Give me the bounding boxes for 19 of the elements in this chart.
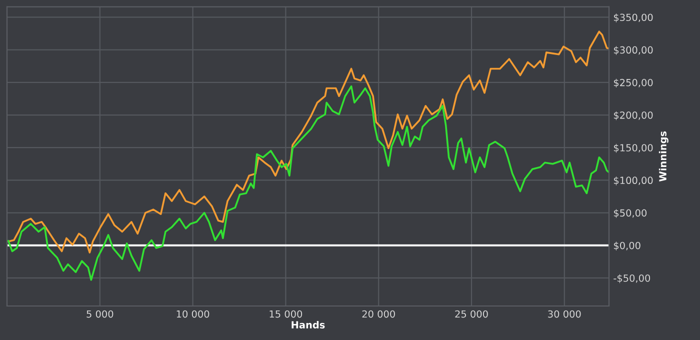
y-tick-label: $350,00 xyxy=(614,14,653,22)
y-tick-label: -$50,00 xyxy=(614,274,650,284)
x-tick-label: 25 000 xyxy=(455,310,488,318)
x-tick-label: 20 000 xyxy=(362,310,395,318)
x-tick-label: 15 000 xyxy=(270,310,302,318)
x-tick-label: 30 000 xyxy=(548,310,581,318)
x-axis-title: Hands xyxy=(292,320,325,328)
x-tick-label: 5 000 xyxy=(86,310,114,318)
y-tick-label: $150,00 xyxy=(614,144,653,153)
y-tick-label: $200,00 xyxy=(614,111,653,120)
y-tick-label: $300,00 xyxy=(614,46,653,55)
y-tick-label: $0,00 xyxy=(614,242,640,250)
y-tick-label: $250,00 xyxy=(614,78,653,88)
line-series xyxy=(7,85,609,281)
line-series xyxy=(7,30,609,254)
x-tick-label: 10 000 xyxy=(176,310,210,318)
y-axis-title: Winnings xyxy=(658,131,668,182)
y-tick-label: $50,00 xyxy=(614,209,647,218)
y-tick-label: $100,00 xyxy=(614,176,653,186)
